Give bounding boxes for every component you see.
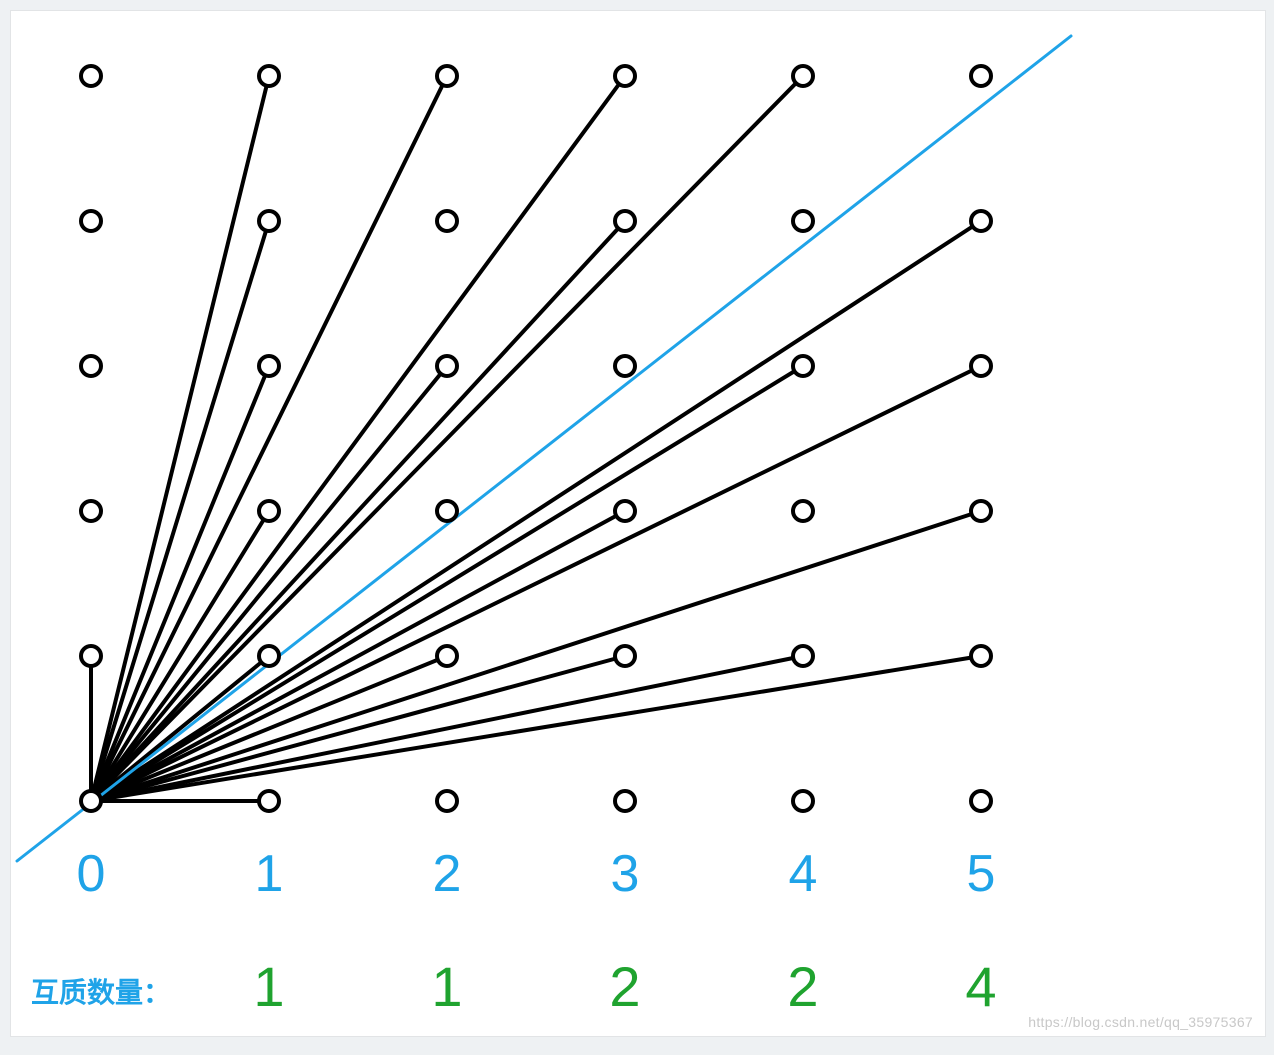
lattice-dot (793, 211, 813, 231)
lattice-dot (615, 356, 635, 376)
diag-line-layer (17, 36, 1071, 861)
lattice-dot (793, 66, 813, 86)
lattice-dot (793, 646, 813, 666)
lattice-dot (81, 646, 101, 666)
coprime-count-label: 互质数量： (31, 971, 171, 1011)
watermark-text: https://blog.csdn.net/qq_35975367 (1028, 1014, 1253, 1030)
coprime-count: 1 (431, 955, 462, 1018)
lattice-dot (793, 791, 813, 811)
lattice-dot (81, 66, 101, 86)
ray (91, 76, 803, 801)
lattice-dot (259, 791, 279, 811)
diagonal-line (17, 36, 1071, 861)
axis-label: 3 (611, 845, 640, 903)
lattice-dot (437, 356, 457, 376)
lattice-dot (437, 66, 457, 86)
lattice-dot (437, 646, 457, 666)
rays-layer (91, 76, 981, 801)
lattice-dot (615, 646, 635, 666)
text-layer: 0 1 2 3 4 5 1 1 2 2 4 (77, 845, 997, 1018)
lattice-dot (971, 211, 991, 231)
lattice-dot (81, 501, 101, 521)
ray (91, 221, 981, 801)
lattice-dot (81, 211, 101, 231)
lattice-dot (971, 356, 991, 376)
lattice-dot (259, 501, 279, 521)
lattice-dot (615, 211, 635, 231)
axis-label: 2 (433, 845, 462, 903)
lattice-dot (615, 791, 635, 811)
lattice-dot (615, 501, 635, 521)
lattice-dot (437, 501, 457, 521)
lattice-dot (437, 211, 457, 231)
lattice-dot (615, 66, 635, 86)
ray (91, 221, 269, 801)
coprime-count: 1 (253, 955, 284, 1018)
diagram-canvas: 0 1 2 3 4 5 1 1 2 2 4 互质数量： https://blog.csdn.net/… (10, 10, 1266, 1037)
lattice-dot (81, 356, 101, 376)
axis-label: 5 (967, 845, 996, 903)
lattice-dot (971, 646, 991, 666)
coprime-count: 4 (965, 955, 996, 1018)
lattice-dot (793, 356, 813, 376)
lattice-dot (971, 66, 991, 86)
lattice-dot (259, 356, 279, 376)
coprime-count: 2 (609, 955, 640, 1018)
lattice-dot (971, 501, 991, 521)
ray (91, 656, 803, 801)
lattice-dot (793, 501, 813, 521)
lattice-dot (81, 791, 101, 811)
lattice-dot (971, 791, 991, 811)
lattice-dot (259, 211, 279, 231)
coprime-count: 2 (787, 955, 818, 1018)
diagram-svg: 0 1 2 3 4 5 1 1 2 2 4 (11, 11, 1265, 1036)
lattice-dot (259, 646, 279, 666)
axis-label: 1 (255, 845, 284, 903)
lattice-dot (259, 66, 279, 86)
lattice-dot (437, 791, 457, 811)
axis-label: 0 (77, 845, 106, 903)
axis-label: 4 (789, 845, 818, 903)
